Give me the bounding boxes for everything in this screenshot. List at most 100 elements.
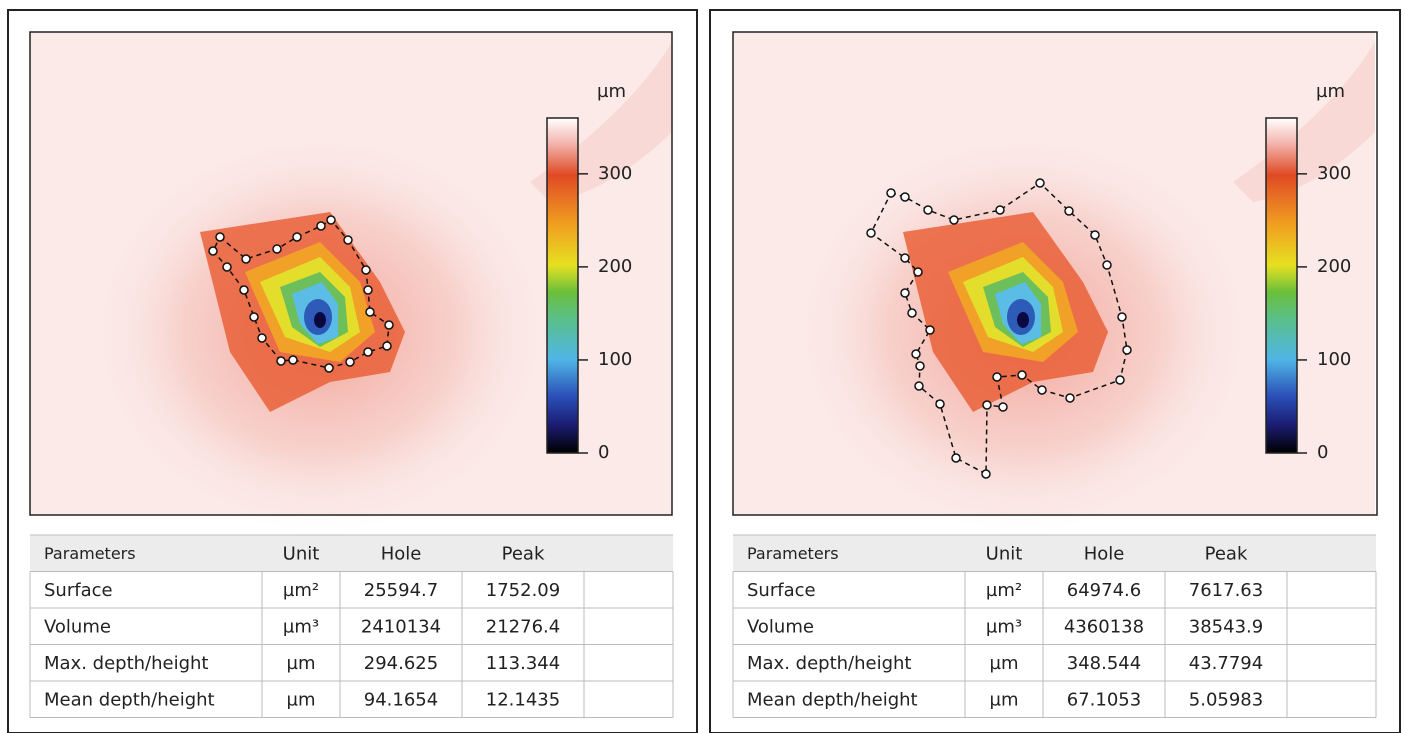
table-header: Peak — [1205, 543, 1248, 564]
vertex-handle — [382, 341, 392, 351]
vertex-handle — [208, 246, 218, 256]
vertex-handle — [923, 205, 933, 215]
vertex-handle — [866, 228, 876, 238]
vertex-handle — [913, 267, 923, 277]
table-cell: µm — [287, 653, 316, 674]
colorbar-unit: µm — [597, 81, 626, 102]
vertex-handle — [361, 265, 371, 275]
vertex-handle — [343, 235, 353, 245]
table-cell: 5.05983 — [1189, 689, 1263, 710]
colorbar-tick-label: 100 — [1317, 349, 1351, 370]
table-cell: µm² — [986, 580, 1022, 601]
table-cell: µm — [990, 689, 1019, 710]
vertex-handle — [1065, 393, 1075, 403]
vertex-handle — [900, 253, 910, 263]
table-cell: 113.344 — [486, 653, 560, 674]
table-cell: 25594.7 — [364, 580, 438, 601]
vertex-handle — [1102, 260, 1112, 270]
vertex-handle — [363, 285, 373, 295]
vertex-handle — [900, 192, 910, 202]
vertex-handle — [272, 244, 282, 254]
table-cell: Surface — [44, 580, 113, 601]
table-cell: 348.544 — [1067, 653, 1141, 674]
vertex-handle — [907, 308, 917, 318]
vertex-handle — [241, 254, 251, 264]
table-cell: µm³ — [283, 616, 319, 637]
table-cell: 4360138 — [1064, 616, 1144, 637]
vertex-handle — [288, 355, 298, 365]
panel-frame — [709, 9, 1401, 733]
vertex-handle — [292, 232, 302, 242]
vertex-handle — [886, 188, 896, 198]
heightmap — [29, 31, 673, 532]
vertex-handle — [384, 320, 394, 330]
vertex-handle — [345, 357, 355, 367]
table-cell: µm³ — [986, 616, 1022, 637]
table-cell: µm² — [283, 580, 319, 601]
vertex-handle — [1064, 206, 1074, 216]
vertex-handle — [1117, 312, 1127, 322]
vertex-handle — [982, 400, 992, 410]
vertex-handle — [914, 381, 924, 391]
vertex-handle — [1035, 178, 1045, 188]
vertex-handle — [998, 402, 1008, 412]
vertex-handle — [215, 232, 225, 242]
table-header: Hole — [381, 543, 422, 564]
table-header: Hole — [1084, 543, 1125, 564]
table-cell: 94.1654 — [364, 689, 438, 710]
table-cell: Max. depth/height — [747, 653, 912, 674]
table-cell: µm — [287, 689, 316, 710]
colorbar-tick-label: 100 — [598, 349, 632, 370]
vertex-handle — [324, 363, 334, 373]
vertex-handle — [915, 361, 925, 371]
table-cell: 7617.63 — [1189, 580, 1263, 601]
table-cell: Volume — [747, 616, 814, 637]
table-cell: 43.7794 — [1189, 653, 1263, 674]
vertex-handle — [949, 215, 959, 225]
panel-frame — [7, 9, 698, 733]
table-cell: 12.1435 — [486, 689, 560, 710]
vertex-handle — [365, 307, 375, 317]
vertex-handle — [363, 347, 373, 357]
vertex-handle — [249, 312, 259, 322]
vertex-handle — [239, 285, 249, 295]
colorbar-tick-label: 0 — [1317, 442, 1328, 463]
table-cell: Surface — [747, 580, 816, 601]
vertex-handle — [1122, 345, 1132, 355]
colorbar-tick-label: 200 — [598, 256, 632, 277]
table-cell: 1752.09 — [486, 580, 560, 601]
table-header: Parameters — [44, 544, 136, 563]
vertex-handle — [1115, 375, 1125, 385]
vertex-handle — [992, 372, 1002, 382]
table-header: Parameters — [747, 544, 839, 563]
table-header-bg — [30, 535, 673, 572]
table-cell: 67.1053 — [1067, 689, 1141, 710]
vertex-handle — [257, 333, 267, 343]
vertex-handle — [981, 469, 991, 479]
table-cell: 2410134 — [361, 616, 441, 637]
vertex-handle — [222, 262, 232, 272]
table-cell: Max. depth/height — [44, 653, 209, 674]
table-header: Peak — [502, 543, 545, 564]
vertex-handle — [911, 349, 921, 359]
vertex-handle — [326, 215, 336, 225]
vertex-handle — [900, 288, 910, 298]
vertex-handle — [1017, 370, 1027, 380]
table-cell: 294.625 — [364, 653, 438, 674]
table-cell: 64974.6 — [1067, 580, 1141, 601]
table-cell: Volume — [44, 616, 111, 637]
table-cell: 21276.4 — [486, 616, 560, 637]
vertex-handle — [935, 399, 945, 409]
vertex-handle — [316, 221, 326, 231]
table-header-bg — [733, 535, 1376, 572]
colorbar-tick-label: 300 — [1317, 163, 1351, 184]
table-header: Unit — [283, 543, 320, 564]
colorbar-tick-label: 300 — [598, 163, 632, 184]
colorbar — [1265, 117, 1298, 454]
vertex-handle — [951, 453, 961, 463]
table-cell: Mean depth/height — [747, 689, 918, 710]
vertex-handle — [1037, 385, 1047, 395]
table-cell: µm — [990, 653, 1019, 674]
colorbar — [546, 117, 579, 454]
